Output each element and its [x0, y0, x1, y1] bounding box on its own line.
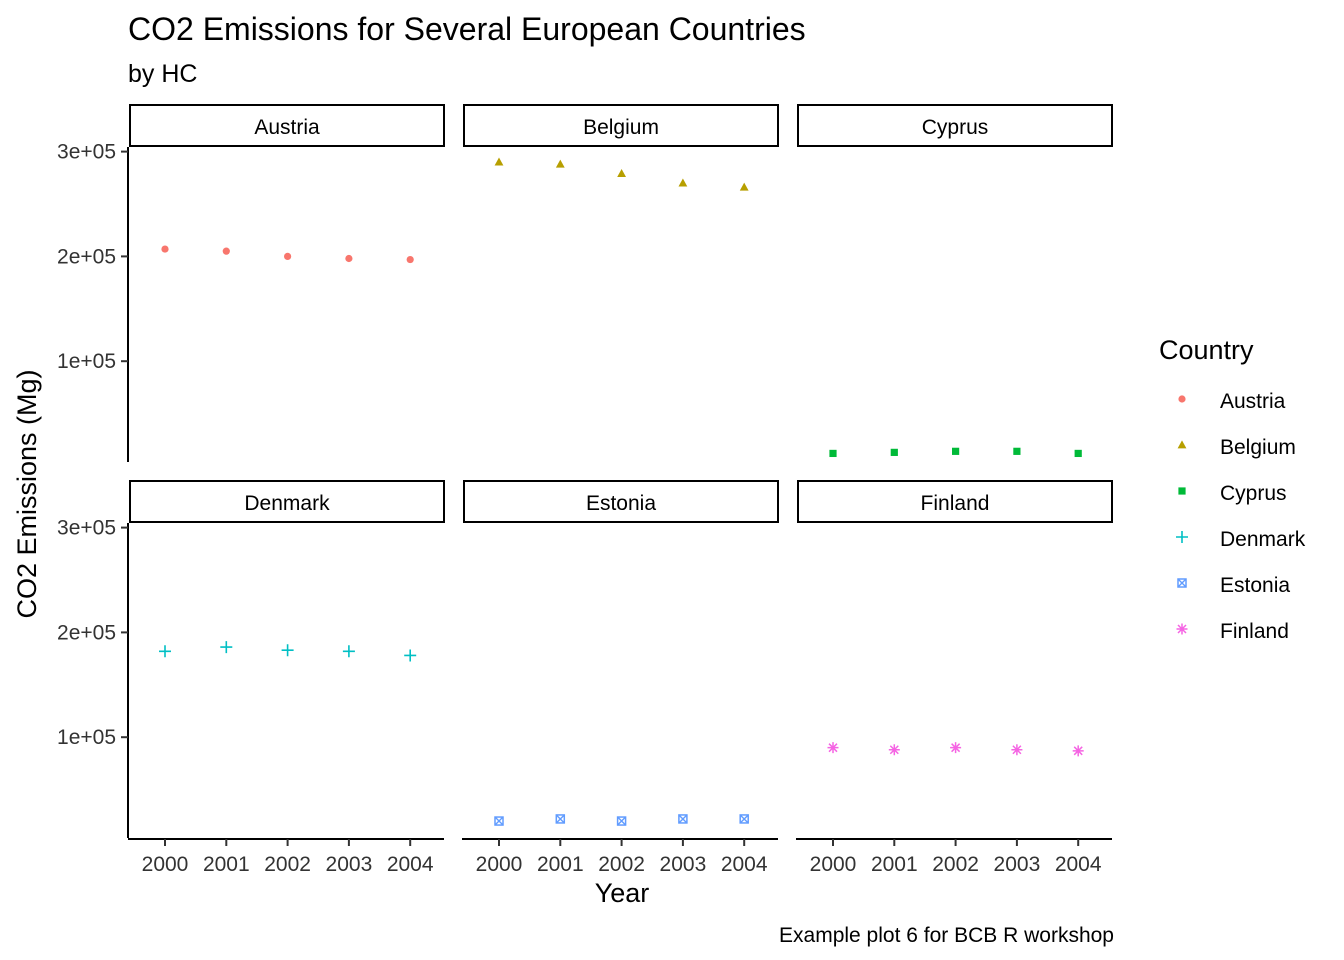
legend-item-finland: Finland — [1176, 620, 1289, 643]
legend-key-finland — [1176, 623, 1188, 635]
data-point-estonia-2000 — [494, 816, 504, 826]
data-point-cyprus-2002 — [952, 447, 960, 455]
x-tick-label-col-1: 2002 — [264, 853, 311, 876]
facet-estonia: Estonia — [463, 480, 779, 826]
facet-strip-estonia — [463, 480, 779, 523]
facet-denmark: Denmark — [129, 480, 445, 662]
data-point-cyprus-2001 — [890, 448, 898, 456]
x-tick-label-col-1: 2003 — [326, 853, 373, 876]
y-tick-label-row-1: 1e+05 — [57, 350, 116, 373]
shared-axes: 1e+05 2e+05 3e+05 1e+05 2e+05 3e+05 2000 2001 20… — [57, 141, 1112, 876]
y-axis-title: CO2 Emissions (Mg) — [12, 369, 42, 618]
data-point-austria-2002 — [284, 252, 292, 260]
legend-key-austria — [1178, 395, 1186, 403]
facet-strip-denmark — [129, 480, 445, 523]
data-point-estonia-2002 — [616, 816, 627, 826]
facet-finland: Finland — [797, 480, 1113, 757]
data-point-finland-2004 — [1072, 745, 1084, 757]
x-tick-label-col-3: 2002 — [932, 853, 979, 876]
y-tick-label-row-1: 2e+05 — [57, 245, 116, 268]
y-tick-label-row-1: 3e+05 — [57, 141, 116, 164]
chart-title: CO2 Emissions for Several European Count… — [128, 11, 806, 47]
facet-strip-label-austria: Austria — [254, 116, 320, 139]
data-point-austria-2004 — [406, 255, 414, 264]
facet-cyprus: Cyprus — [797, 104, 1113, 458]
legend-key-cyprus — [1178, 487, 1186, 495]
data-point-finland-2001 — [888, 744, 900, 756]
legend-item-cyprus: Cyprus — [1178, 482, 1287, 505]
data-point-belgium-2000 — [494, 157, 504, 166]
legend-label-cyprus: Cyprus — [1220, 482, 1287, 505]
data-point-belgium-2004 — [739, 182, 749, 191]
data-point-belgium-2002 — [617, 169, 626, 178]
x-tick-label-col-2: 2001 — [537, 853, 584, 876]
data-point-austria-2000 — [161, 245, 169, 253]
y-tick-label-row-2: 1e+05 — [57, 726, 116, 749]
x-tick-label-col-2: 2000 — [476, 853, 523, 876]
legend-item-estonia: Estonia — [1177, 574, 1290, 597]
data-point-cyprus-2000 — [829, 449, 837, 458]
x-tick-label-col-3: 2003 — [994, 853, 1041, 876]
data-point-estonia-2003 — [678, 814, 688, 824]
data-point-belgium-2003 — [678, 178, 688, 187]
facet-strip-finland — [797, 480, 1113, 523]
x-tick-label-col-2: 2002 — [598, 853, 645, 876]
data-point-denmark-2004 — [404, 649, 417, 662]
legend: Austria Belgium Cyprus Denmark Estonia Finlan… — [1176, 390, 1306, 643]
data-point-belgium-2001 — [555, 159, 565, 168]
data-point-cyprus-2004 — [1074, 449, 1082, 458]
facet-panels: Austria Belgium Cyprus Denmark Estonia Finlan… — [129, 104, 1113, 826]
chart-caption: Example plot 6 for BCB R workshop — [779, 924, 1114, 947]
y-tick-label-row-2: 2e+05 — [57, 621, 116, 644]
x-tick-label-col-2: 2004 — [721, 853, 768, 876]
facet-austria: Austria — [129, 104, 445, 264]
legend-item-austria: Austria — [1178, 390, 1286, 413]
x-tick-label-col-1: 2004 — [387, 853, 434, 876]
data-point-finland-2002 — [950, 742, 962, 754]
x-tick-label-col-3: 2004 — [1055, 853, 1102, 876]
facet-strip-belgium — [463, 104, 779, 147]
x-tick-label-col-1: 2001 — [203, 853, 250, 876]
legend-label-denmark: Denmark — [1220, 528, 1306, 551]
data-point-denmark-2001 — [220, 641, 233, 654]
data-point-finland-2000 — [827, 742, 839, 754]
data-point-estonia-2001 — [555, 814, 566, 824]
x-tick-label-col-3: 2001 — [871, 853, 918, 876]
data-point-austria-2003 — [345, 254, 353, 263]
legend-item-belgium: Belgium — [1177, 436, 1296, 459]
facet-strip-label-belgium: Belgium — [583, 116, 659, 139]
x-tick-label-col-3: 2000 — [810, 853, 857, 876]
legend-item-denmark: Denmark — [1176, 528, 1306, 551]
x-tick-label-col-1: 2000 — [142, 853, 189, 876]
facet-strip-label-estonia: Estonia — [586, 492, 656, 515]
legend-label-finland: Finland — [1220, 620, 1289, 643]
y-tick-label-row-2: 3e+05 — [57, 517, 116, 540]
data-point-austria-2001 — [222, 247, 230, 255]
facet-strip-austria — [129, 104, 445, 147]
data-point-denmark-2003 — [342, 645, 355, 658]
legend-title: Country — [1159, 335, 1254, 365]
facet-belgium: Belgium — [463, 104, 779, 191]
x-tick-label-col-2: 2003 — [660, 853, 707, 876]
data-point-estonia-2004 — [739, 814, 749, 824]
facet-strip-label-cyprus: Cyprus — [922, 116, 989, 139]
legend-key-denmark — [1176, 531, 1188, 543]
chart-subtitle: by HC — [128, 60, 197, 88]
legend-label-estonia: Estonia — [1220, 574, 1290, 597]
legend-label-austria: Austria — [1220, 390, 1286, 413]
facet-strip-label-denmark: Denmark — [244, 492, 330, 515]
facet-strip-cyprus — [797, 104, 1113, 147]
facet-strip-label-finland: Finland — [921, 492, 990, 515]
legend-key-belgium — [1177, 440, 1187, 449]
x-axis-title: Year — [595, 878, 650, 908]
legend-label-belgium: Belgium — [1220, 436, 1296, 459]
data-point-finland-2003 — [1011, 744, 1023, 756]
legend-key-estonia — [1177, 578, 1187, 588]
data-point-cyprus-2003 — [1013, 447, 1021, 455]
data-point-denmark-2000 — [159, 645, 171, 658]
data-point-denmark-2002 — [281, 644, 294, 657]
